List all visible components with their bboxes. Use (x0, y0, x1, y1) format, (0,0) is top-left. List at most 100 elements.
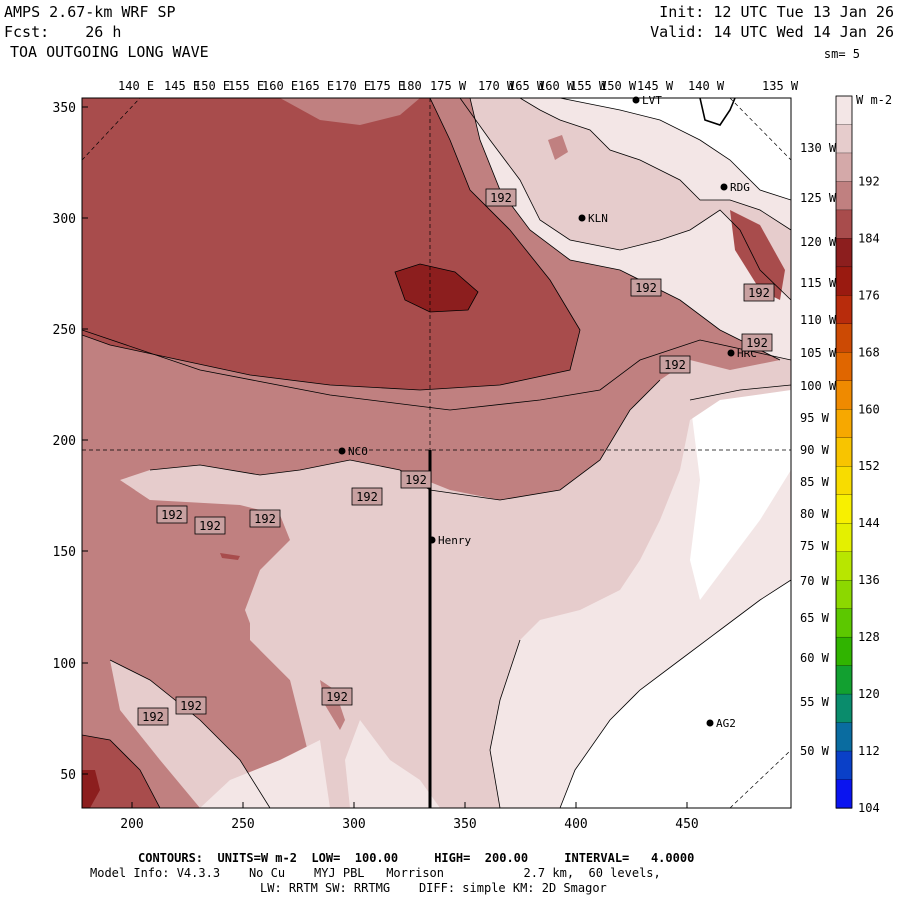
lon-label: 150 E (194, 79, 230, 93)
contour-label: 192 (635, 281, 657, 295)
lon-label: 165 W (508, 79, 545, 93)
colorbar-segment (835, 181, 853, 211)
colorbar-segment (835, 608, 853, 638)
colorbar: W m-2 192 184 176 168 160 152 144 136 128 120 112 10… (835, 93, 892, 815)
lon-label: 145 W (637, 79, 674, 93)
contour-label-box (175, 696, 207, 715)
lon-label: 155 E (228, 79, 264, 93)
colorbar-segment (835, 95, 853, 126)
init-time: Init: 12 UTC Tue 13 Jan 26 (659, 3, 894, 21)
contour-label: 192 (180, 699, 202, 713)
lon-label: 150 W (600, 79, 637, 93)
lat-label: 105 W (800, 346, 837, 360)
colorbar-label: 152 (858, 459, 880, 473)
lon-label: 170 E (335, 79, 371, 93)
lat-label: 125 W (800, 191, 837, 205)
olr-band-192-southwest (110, 660, 270, 808)
contour-labels: 192 192 192 192 192 192 192 192 192 192 192 192 192 (137, 188, 775, 726)
lon-label: 140 W (688, 79, 725, 93)
lon-label: 140 E (118, 79, 154, 93)
lat-label: 70 W (800, 574, 830, 588)
y-tick-label: 200 (53, 434, 76, 449)
contour-info: CONTOURS: UNITS=W m-2 LOW= 100.00 HIGH= … (138, 851, 695, 865)
olr-band-196-southwest (200, 740, 330, 808)
colorbar-segment (835, 209, 853, 240)
olr-band-white-south (560, 580, 791, 808)
contour-label: 192 (356, 490, 378, 504)
y-tick-label: 100 (53, 657, 76, 672)
lat-label: 90 W (800, 443, 830, 457)
contour-label-box (156, 505, 188, 524)
lat-label: 100 W (800, 379, 837, 393)
colorbar-segment (835, 352, 853, 382)
contour-label-box (630, 278, 662, 297)
model-title: AMPS 2.67-km WRF SP (4, 3, 176, 21)
lat-label: 130 W (800, 141, 837, 155)
lon-label: 175 W (430, 79, 467, 93)
valid-time: Valid: 14 UTC Wed 14 Jan 26 (650, 23, 894, 41)
colorbar-segment (835, 152, 853, 183)
contour-label-box (741, 333, 773, 352)
smoothing-label: sm= 5 (823, 47, 860, 61)
colorbar-label: 136 (858, 573, 880, 587)
colorbar-segment (835, 437, 853, 467)
contour-label: 192 (746, 336, 768, 350)
y-tick-label: 350 (53, 101, 76, 116)
station-marker (727, 349, 735, 357)
colorbar-segment (835, 323, 853, 353)
station-label: LVT (642, 94, 662, 107)
lat-label: 50 W (800, 744, 830, 758)
physics-info: LW: RRTM SW: RRTMG DIFF: simple KM: 2D S… (260, 881, 607, 895)
colorbar-label: 112 (858, 744, 880, 758)
olr-band-184-southwest (82, 735, 160, 808)
colorbar-segment (835, 494, 853, 524)
colorbar-segment (835, 380, 853, 410)
x-tick-label: 450 (675, 817, 698, 832)
olr-band-192-centre (135, 460, 430, 808)
station-marker (428, 536, 436, 544)
colorbar-segment (835, 693, 853, 724)
colorbar-segment (835, 779, 853, 809)
colorbar-label: 144 (858, 516, 880, 530)
colorbar-label: 184 (858, 231, 880, 245)
lon-label: 155 W (570, 79, 607, 93)
colorbar-label: 176 (858, 288, 880, 302)
x-tick-label: 250 (231, 817, 254, 832)
y-tick-label: 50 (60, 768, 76, 783)
y-tick-label: 300 (53, 212, 76, 227)
lat-label: 85 W (800, 475, 830, 489)
contour-label-box (400, 470, 432, 489)
colorbar-segment (835, 466, 853, 496)
olr-band-184 (82, 98, 580, 390)
lon-label: 180 (400, 79, 422, 93)
station-label: NCO (348, 445, 368, 458)
contour-label: 192 (161, 508, 183, 522)
contour-label-box (743, 283, 775, 302)
lat-label: 95 W (800, 411, 830, 425)
contour-label-box (351, 487, 383, 506)
station-marker (706, 719, 714, 727)
lat-label: 65 W (800, 611, 830, 625)
contour-label-box (194, 516, 226, 535)
contour-label-box (485, 188, 517, 207)
colorbar-label: 120 (858, 687, 880, 701)
station-label: KLN (588, 212, 608, 225)
fcst-label: Fcst: (4, 23, 50, 41)
contour-label-box (137, 707, 169, 726)
lat-label: 110 W (800, 313, 837, 327)
colorbar-segment (835, 124, 853, 154)
contour-label-box (249, 509, 281, 528)
colorbar-segment (835, 580, 853, 610)
contour-label: 192 (326, 690, 348, 704)
x-tick-label: 300 (342, 817, 365, 832)
olr-blob-north (548, 135, 568, 160)
right-latitude-labels: 130 W 125 W 120 W 115 W 110 W 105 W 100 W 95 W 9… (800, 141, 837, 758)
colorbar-frame (835, 95, 853, 809)
colorbar-segment (835, 295, 853, 325)
contour-label: 192 (405, 473, 427, 487)
colorbar-segment (835, 665, 853, 695)
lat-label: 120 W (800, 235, 837, 249)
contour-label: 192 (490, 191, 512, 205)
lon-label: 170 W (478, 79, 515, 93)
